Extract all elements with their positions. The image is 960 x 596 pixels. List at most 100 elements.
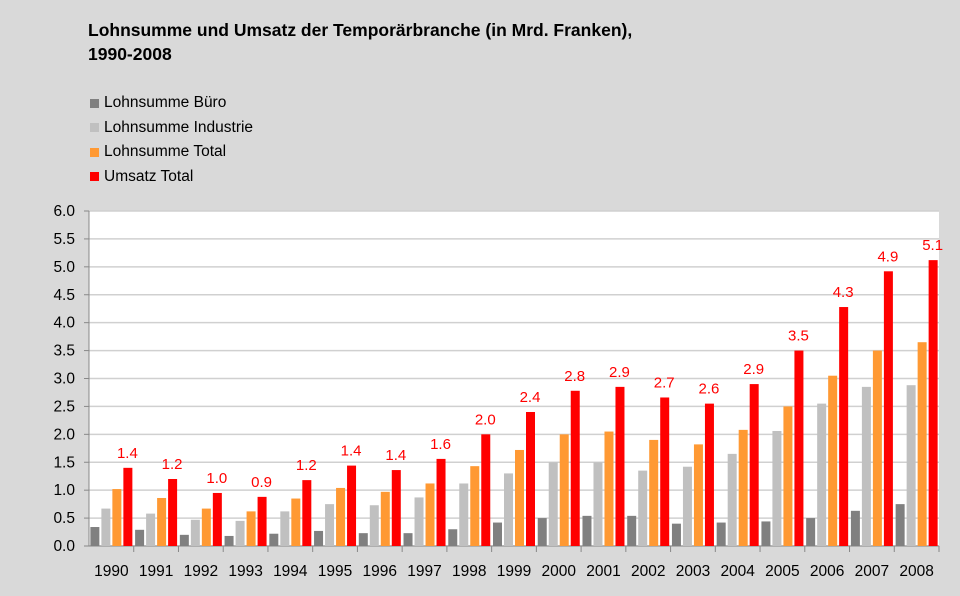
x-tick-label: 2005 xyxy=(765,563,799,580)
bar-lohnsumme-industrie xyxy=(459,483,469,546)
legend-item: Lohnsumme Industrie xyxy=(90,116,253,141)
bar-lohnsumme-b-ro xyxy=(627,515,637,546)
bar-lohnsumme-total xyxy=(470,466,480,546)
bar-lohnsumme-b-ro xyxy=(403,533,413,546)
x-tick-label: 1994 xyxy=(273,563,308,580)
data-label: 4.3 xyxy=(833,284,854,301)
bar-lohnsumme-b-ro xyxy=(671,523,681,546)
y-tick-label: 5.0 xyxy=(53,259,75,276)
y-tick-label: 3.5 xyxy=(53,343,75,360)
bar-umsatz-total xyxy=(481,434,491,546)
x-tick-label: 2003 xyxy=(676,563,710,580)
bar-umsatz-total xyxy=(615,386,625,546)
data-label: 2.6 xyxy=(699,381,720,398)
bar-lohnsumme-total xyxy=(917,342,927,546)
legend-label: Lohnsumme Industrie xyxy=(104,118,254,136)
y-tick-label: 1.5 xyxy=(53,454,75,471)
x-tick-label: 1992 xyxy=(184,563,218,580)
bar-umsatz-total xyxy=(436,458,446,546)
bar-lohnsumme-b-ro xyxy=(582,515,592,546)
x-tick-label: 1991 xyxy=(139,563,173,580)
y-tick-label: 4.5 xyxy=(53,287,75,304)
data-label: 2.9 xyxy=(609,364,630,381)
x-tick-label: 2002 xyxy=(631,563,665,580)
y-tick-label: 4.0 xyxy=(53,315,75,332)
data-label: 2.0 xyxy=(475,411,496,428)
x-tick-label: 1993 xyxy=(228,563,262,580)
bar-umsatz-total xyxy=(839,307,849,546)
x-tick-label: 1997 xyxy=(407,563,441,580)
bar-umsatz-total xyxy=(749,384,759,546)
bar-lohnsumme-industrie xyxy=(101,508,111,546)
bar-lohnsumme-industrie xyxy=(772,430,782,546)
bar-umsatz-total xyxy=(391,470,401,546)
data-label: 1.2 xyxy=(162,456,183,473)
bar-umsatz-total xyxy=(660,397,670,546)
data-label: 1.4 xyxy=(117,445,138,462)
x-tick-label: 2006 xyxy=(810,563,844,580)
x-tick-label: 2004 xyxy=(720,563,755,580)
subtitle-line: 1990-2008 xyxy=(88,44,172,64)
chart-title: Lohnsumme und Umsatz der Temporärbranche… xyxy=(88,18,632,66)
bar-lohnsumme-industrie xyxy=(235,520,245,546)
legend-swatch xyxy=(90,98,99,108)
bar-lohnsumme-total xyxy=(246,511,256,546)
bar-umsatz-total xyxy=(302,480,312,546)
bar-lohnsumme-industrie xyxy=(280,511,290,546)
bar-lohnsumme-industrie xyxy=(906,385,916,546)
x-tick-label: 1990 xyxy=(94,563,129,580)
bar-umsatz-total xyxy=(928,260,938,546)
bar-lohnsumme-total xyxy=(559,434,569,546)
data-label: 2.9 xyxy=(743,361,764,378)
x-tick-label: 2000 xyxy=(541,563,576,580)
bar-lohnsumme-total xyxy=(604,431,614,546)
bar-lohnsumme-industrie xyxy=(861,386,871,546)
y-tick-label: 5.5 xyxy=(53,231,75,248)
bar-lohnsumme-b-ro xyxy=(314,530,324,546)
x-tick-label: 2007 xyxy=(855,563,889,580)
y-tick-label: 3.0 xyxy=(53,371,75,388)
bar-lohnsumme-total xyxy=(201,508,211,546)
bar-umsatz-total xyxy=(883,271,893,546)
legend-label: Umsatz Total xyxy=(104,167,194,185)
bar-lohnsumme-total xyxy=(738,429,748,546)
bar-lohnsumme-total xyxy=(649,439,659,546)
y-tick-label: 2.0 xyxy=(53,426,75,443)
x-tick-label: 1996 xyxy=(363,563,397,580)
bar-lohnsumme-industrie xyxy=(593,462,603,546)
bar-lohnsumme-b-ro xyxy=(806,518,816,546)
bar-lohnsumme-total xyxy=(157,497,167,546)
bar-umsatz-total xyxy=(212,492,222,546)
bar-lohnsumme-b-ro xyxy=(448,529,458,546)
bar-lohnsumme-total xyxy=(425,483,435,546)
bar-lohnsumme-b-ro xyxy=(224,535,234,546)
data-label: 2.7 xyxy=(654,374,675,391)
data-label: 1.2 xyxy=(296,457,317,474)
bar-lohnsumme-b-ro xyxy=(761,521,771,546)
bar-umsatz-total xyxy=(526,412,535,546)
bar-lohnsumme-b-ro xyxy=(895,504,905,546)
data-label: 5.1 xyxy=(922,237,943,254)
legend: Lohnsumme Büro Lohnsumme Industrie Lohnsum… xyxy=(90,91,253,189)
x-tick-label: 1999 xyxy=(497,563,531,580)
data-label: 1.4 xyxy=(385,447,406,464)
x-tick-label: 2008 xyxy=(899,563,933,580)
y-tick-label: 2.5 xyxy=(53,398,75,415)
bar-lohnsumme-industrie xyxy=(727,453,737,546)
legend-swatch xyxy=(90,123,99,133)
bar-lohnsumme-industrie xyxy=(817,403,827,546)
data-label: 1.4 xyxy=(341,443,362,460)
bar-lohnsumme-b-ro xyxy=(269,533,279,546)
y-tick-label: 0.0 xyxy=(53,538,75,555)
bar-lohnsumme-total xyxy=(872,350,882,546)
data-label: 1.0 xyxy=(206,470,227,487)
bar-umsatz-total xyxy=(257,496,267,546)
x-tick-label: 1998 xyxy=(452,563,486,580)
y-tick-label: 1.0 xyxy=(53,482,75,499)
bar-lohnsumme-industrie xyxy=(682,466,692,546)
legend-label: Lohnsumme Total xyxy=(104,143,227,161)
bar-umsatz-total xyxy=(168,479,178,546)
legend-label: Lohnsumme Büro xyxy=(104,94,227,112)
bar-umsatz-total xyxy=(570,390,580,546)
bar-lohnsumme-industrie xyxy=(190,519,200,546)
